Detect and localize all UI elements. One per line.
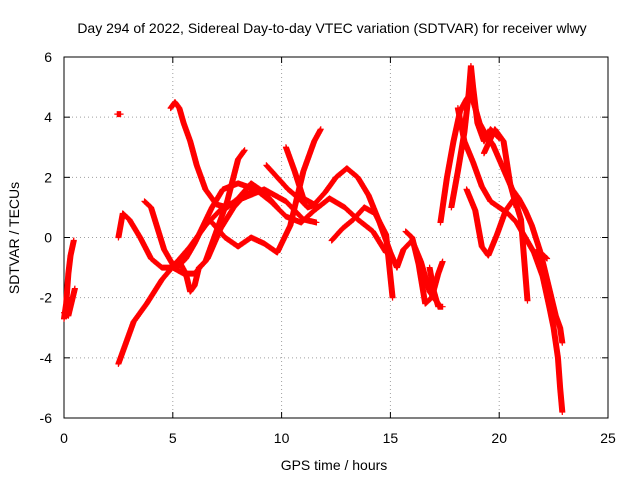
series-sat-q (454, 105, 566, 415)
y-axis-label: SDTVAR / TECUs (6, 182, 22, 294)
data-point-markers (454, 105, 566, 415)
y-tick-label: 6 (44, 49, 52, 65)
series-sat-g (167, 99, 281, 211)
series-sat-l (328, 204, 396, 301)
x-axis-label: GPS time / hours (281, 457, 388, 473)
x-tick-label: 0 (60, 430, 68, 446)
data-point-markers (328, 204, 396, 301)
series-sat-c (114, 111, 124, 118)
data-point-markers (61, 285, 78, 319)
data-point-markers (426, 264, 446, 310)
series-sat-p (448, 63, 503, 211)
x-tick-label: 10 (274, 430, 290, 446)
axis-ticks: 0 5 10 15 20 25 -6 -4 -2 0 2 4 6 (40, 49, 616, 446)
data-point-markers (448, 63, 503, 211)
data-point-markers (167, 99, 281, 211)
data-point-markers (535, 246, 566, 346)
data-point-markers (115, 186, 320, 367)
chart-title: Day 294 of 2022, Sidereal Day-to-day VTE… (77, 20, 586, 36)
series-sat-h (174, 180, 390, 271)
y-tick-label: -2 (40, 290, 53, 306)
series-sat-b (61, 285, 78, 319)
series-sat-n (426, 264, 446, 310)
series-sat-i (208, 126, 324, 256)
y-tick-label: 2 (44, 169, 52, 185)
data-point-markers (480, 126, 520, 211)
x-tick-label: 5 (169, 430, 177, 446)
data-series (61, 63, 566, 415)
y-tick-label: -6 (40, 410, 53, 426)
y-tick-label: 4 (44, 109, 52, 125)
x-tick-label: 15 (383, 430, 399, 446)
x-tick-label: 25 (600, 430, 616, 446)
y-tick-label: -4 (40, 350, 53, 366)
y-tick-label: 0 (44, 230, 52, 246)
x-tick-label: 20 (491, 430, 507, 446)
series-sat-j (263, 162, 320, 211)
series-sat-r (463, 186, 531, 304)
series-sat-d (115, 186, 320, 367)
series-sat-t (535, 246, 566, 346)
series-sat-s (480, 126, 520, 211)
data-point-markers (114, 111, 124, 118)
data-point-markers (174, 180, 390, 271)
data-point-markers (263, 162, 320, 211)
